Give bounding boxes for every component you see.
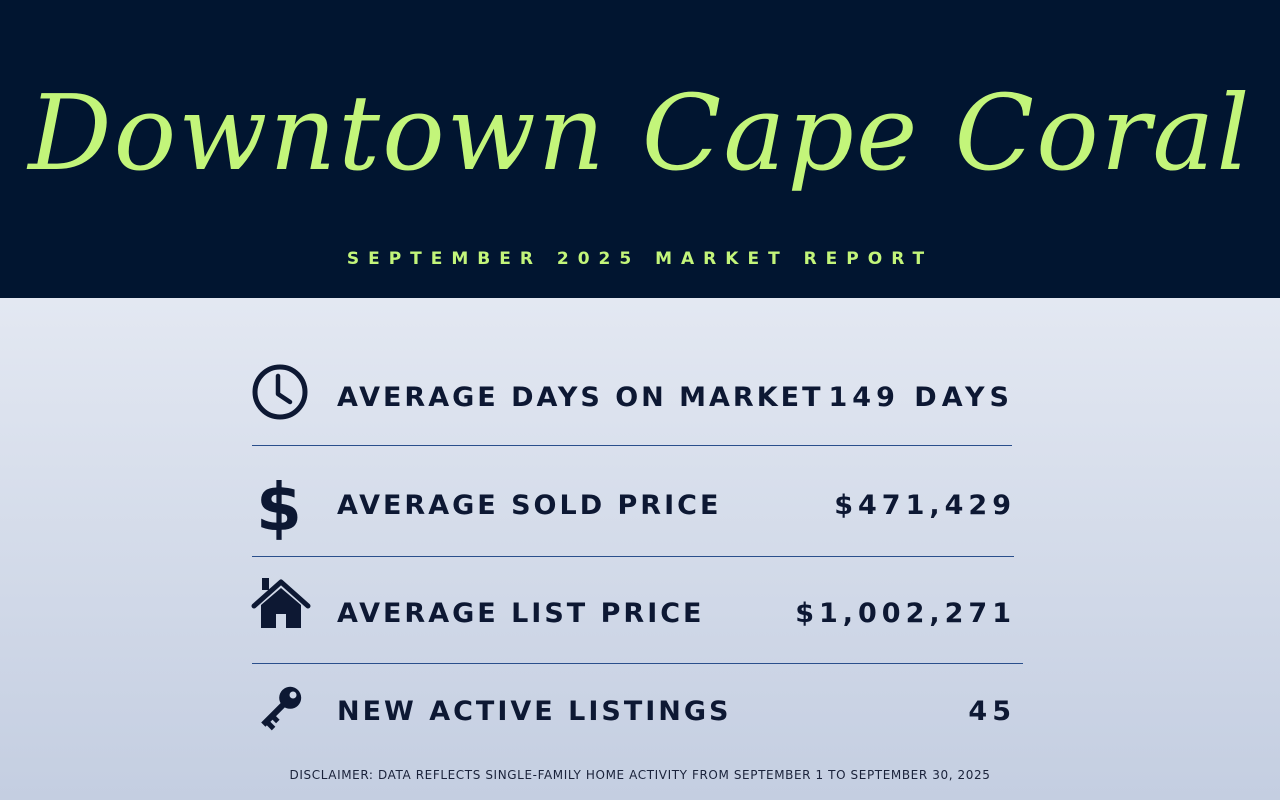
report-subtitle: SEPTEMBER 2025 MARKET REPORT — [346, 249, 934, 269]
header-banner: Downtown Cape Coral SEPTEMBER 2025 MARKE… — [0, 0, 1280, 298]
stat-label: NEW ACTIVE LISTINGS — [337, 696, 732, 727]
house-icon — [250, 578, 312, 640]
stat-label: AVERAGE LIST PRICE — [337, 598, 705, 629]
clock-icon — [250, 362, 312, 424]
svg-text:$: $ — [256, 470, 302, 540]
stat-label: AVERAGE SOLD PRICE — [337, 490, 722, 521]
dollar-sign-icon: $ — [250, 469, 312, 546]
stat-value: 149 DAYS — [828, 382, 1014, 413]
stat-row-days-on-market: AVERAGE DAYS ON MARKET 149 DAYS — [250, 362, 1020, 432]
stat-value: 45 — [968, 696, 1016, 727]
stat-value: $471,429 — [834, 490, 1016, 521]
divider — [252, 663, 1023, 664]
stat-row-list-price: AVERAGE LIST PRICE $1,002,271 — [250, 578, 1020, 648]
divider — [252, 556, 1014, 557]
key-icon — [250, 676, 312, 738]
stat-row-sold-price: $ AVERAGE SOLD PRICE $471,429 — [250, 469, 1020, 546]
page-title: Downtown Cape Coral — [28, 72, 1252, 194]
disclaimer-text: DISCLAIMER: DATA REFLECTS SINGLE-FAMILY … — [289, 768, 991, 782]
stat-row-new-listings: NEW ACTIVE LISTINGS 45 — [250, 676, 1020, 746]
stat-label: AVERAGE DAYS ON MARKET — [337, 382, 824, 413]
stat-value: $1,002,271 — [795, 598, 1016, 629]
divider — [252, 445, 1012, 446]
